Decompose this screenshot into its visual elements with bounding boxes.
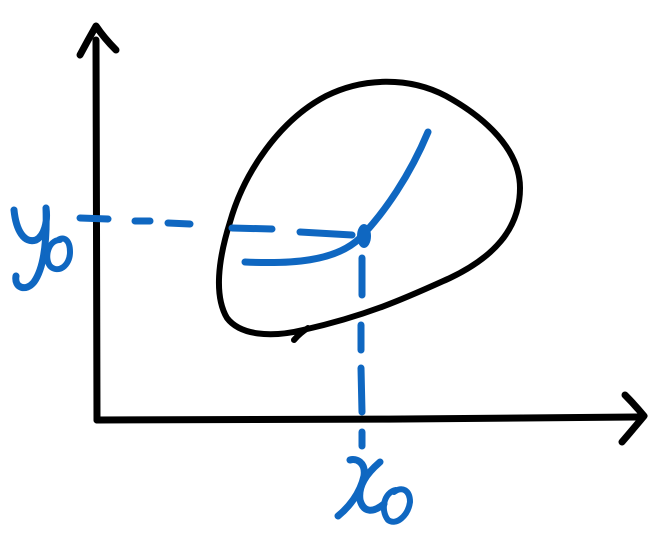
- curve-through-point: [241, 128, 432, 267]
- blue-annotations: [10, 128, 432, 525]
- x0-label: [334, 456, 413, 525]
- y0-label: [10, 204, 73, 292]
- x-axis: [93, 413, 644, 424]
- region-outline: [215, 78, 523, 343]
- x-axis-arrowhead: [618, 391, 648, 446]
- vertical-dashed-guide: [357, 254, 366, 450]
- y-axis-arrowhead: [76, 22, 120, 59]
- point-marker: [357, 224, 371, 248]
- y-axis: [92, 36, 101, 424]
- horizontal-dashed-guide: [76, 214, 356, 239]
